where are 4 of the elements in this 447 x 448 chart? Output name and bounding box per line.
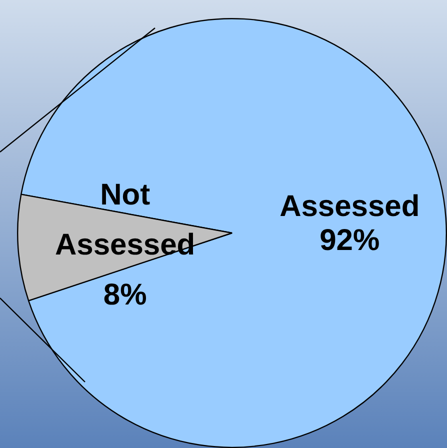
data-label: 8% [103,278,147,312]
slice-label: Assessed [280,190,420,224]
slice-label: Not Assessed [55,178,196,262]
data-label: 92% [320,224,380,258]
